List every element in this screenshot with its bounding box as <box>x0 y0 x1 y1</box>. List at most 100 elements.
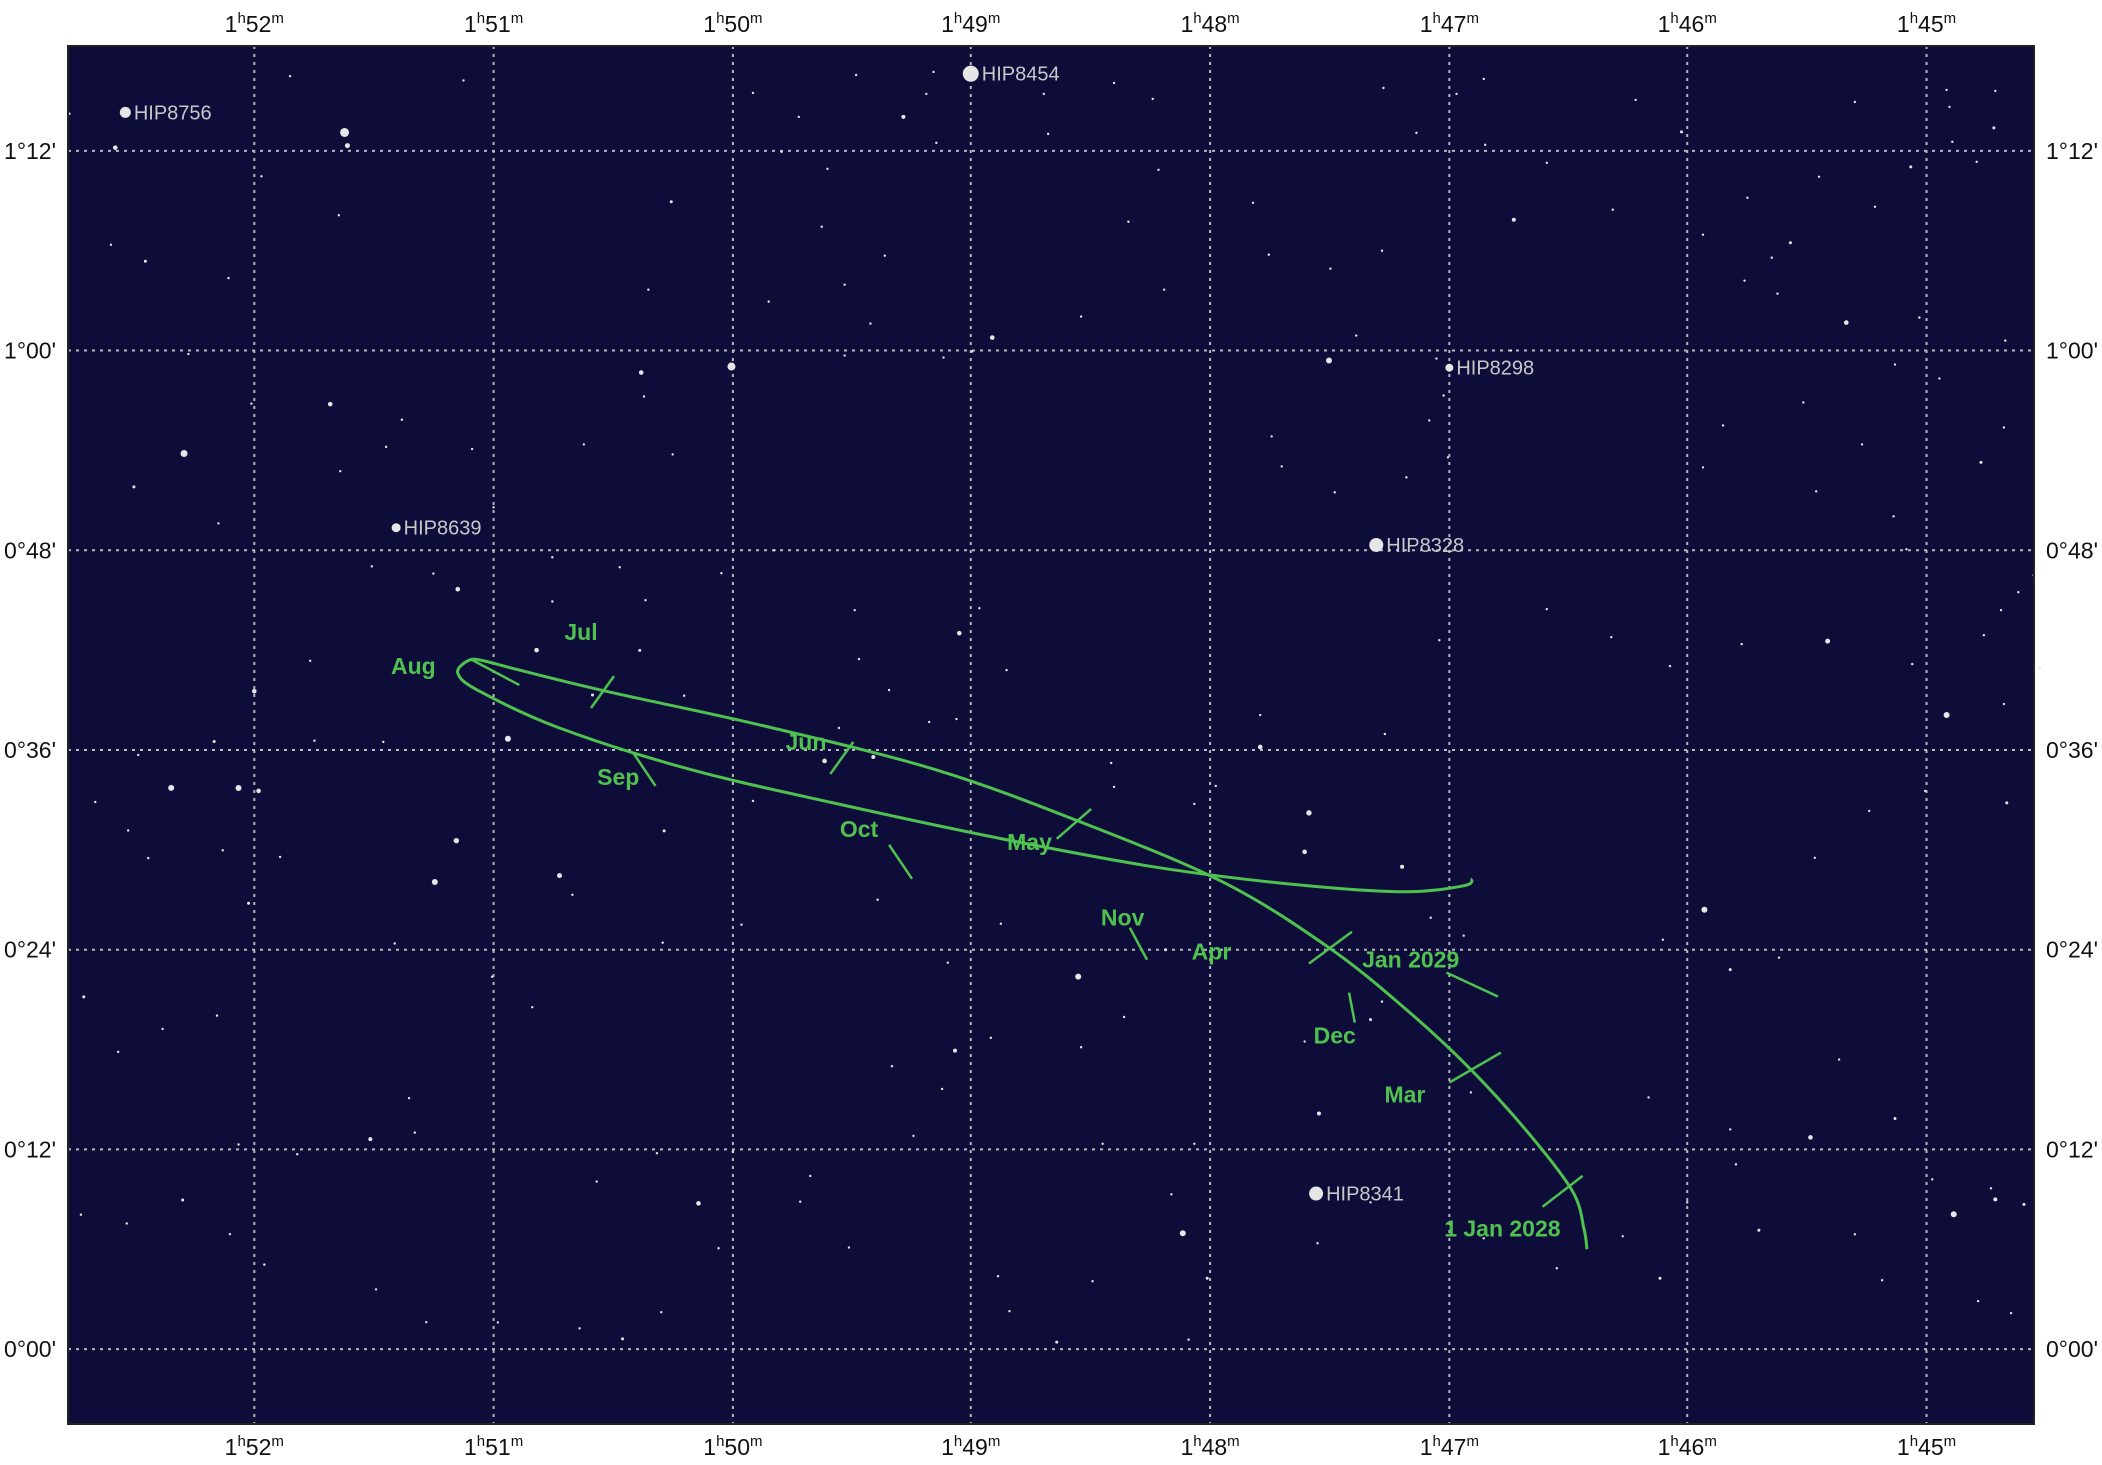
ra-tick-label-bottom: 1h48m <box>1180 1433 1239 1460</box>
dec-tick-label-left: 1°12' <box>4 138 56 164</box>
star <box>551 600 554 603</box>
star <box>1325 357 1332 364</box>
star <box>308 659 312 663</box>
star <box>453 837 460 844</box>
path-date-label: Jan 2029 <box>1362 947 1459 973</box>
star <box>1994 89 1997 93</box>
star <box>642 395 646 398</box>
star <box>655 1151 659 1155</box>
ra-tick-label-bottom: 1h46m <box>1658 1433 1717 1460</box>
star <box>1112 785 1116 789</box>
star <box>94 800 97 804</box>
star <box>876 898 879 901</box>
star <box>374 1288 378 1291</box>
star <box>217 522 220 525</box>
star <box>826 167 829 171</box>
ra-tick-label-top: 1h52m <box>225 10 284 37</box>
dec-tick-label-right: 0°12' <box>2046 1136 2098 1162</box>
star <box>1193 802 1196 806</box>
star <box>137 753 140 757</box>
star <box>1679 130 1683 134</box>
star <box>638 648 642 652</box>
star <box>221 849 224 852</box>
star <box>887 688 891 692</box>
star <box>1306 810 1312 816</box>
star <box>227 276 230 280</box>
star <box>1729 1128 1732 1131</box>
star <box>1825 638 1831 644</box>
star <box>935 141 938 145</box>
star <box>1777 956 1781 959</box>
dec-tick-label-right: 0°36' <box>2046 737 2098 763</box>
star <box>843 354 846 357</box>
star <box>490 975 494 978</box>
star <box>1329 267 1332 270</box>
star <box>215 1014 219 1017</box>
star <box>1658 1276 1662 1280</box>
star <box>250 402 253 405</box>
star <box>1079 315 1083 318</box>
star <box>1405 476 1408 479</box>
star <box>1802 401 1805 404</box>
star <box>932 70 935 74</box>
labeled-star <box>1445 363 1454 372</box>
path-date-label: 1 Jan 2028 <box>1444 1215 1561 1241</box>
star <box>1931 1178 1934 1181</box>
dec-tick-label-right: 0°48' <box>2046 537 2098 563</box>
star <box>432 572 435 575</box>
star <box>181 1198 185 1202</box>
star <box>1270 435 1273 438</box>
star <box>82 995 86 999</box>
path-date-label: Dec <box>1314 1023 1356 1049</box>
star <box>1369 1018 1373 1022</box>
star <box>1091 1280 1094 1283</box>
star <box>455 586 461 592</box>
star <box>1259 713 1262 717</box>
star <box>1993 1197 1998 1202</box>
star <box>1905 548 1908 551</box>
star <box>557 873 562 879</box>
field-stars <box>66 70 2041 1344</box>
path-tick <box>1445 971 1499 998</box>
star <box>1042 92 1046 96</box>
star <box>1303 1040 1306 1043</box>
star <box>187 352 190 356</box>
star <box>1814 490 1818 493</box>
star <box>2038 666 2041 670</box>
path-tick <box>590 675 615 709</box>
star <box>996 1275 1000 1278</box>
star <box>809 1174 812 1178</box>
star <box>1621 1235 1624 1238</box>
ra-tick-label-top: 1h49m <box>941 10 1000 37</box>
star <box>1400 864 1405 869</box>
star <box>1880 1279 1884 1282</box>
path-tick <box>1055 807 1092 840</box>
star <box>1975 160 1978 164</box>
star <box>1808 1135 1813 1140</box>
path-line <box>456 657 1589 1250</box>
path-tick <box>1448 1051 1502 1084</box>
path-date-label: Apr <box>1192 939 1232 965</box>
star <box>1817 175 1821 179</box>
star <box>79 1213 83 1216</box>
star <box>1355 334 1358 337</box>
star-label: HIP8756 <box>134 102 212 124</box>
star <box>161 1027 164 1031</box>
star <box>857 657 861 661</box>
star <box>470 447 474 451</box>
dec-tick-label-right: 1°12' <box>2046 138 2098 164</box>
path-tick <box>1347 992 1357 1023</box>
star <box>1909 165 1913 169</box>
ra-tick-label-top: 1h51m <box>464 10 523 37</box>
star <box>1382 86 1385 90</box>
star <box>901 114 906 119</box>
star-label: HIP8298 <box>1456 358 1534 380</box>
sky-background <box>68 46 2034 1424</box>
star <box>1982 633 1986 637</box>
star <box>595 1180 598 1183</box>
star <box>1163 288 1166 291</box>
ra-tick-label-top: 1h50m <box>703 10 762 37</box>
star <box>1438 638 1441 642</box>
star <box>1251 201 1255 204</box>
star <box>126 829 130 832</box>
